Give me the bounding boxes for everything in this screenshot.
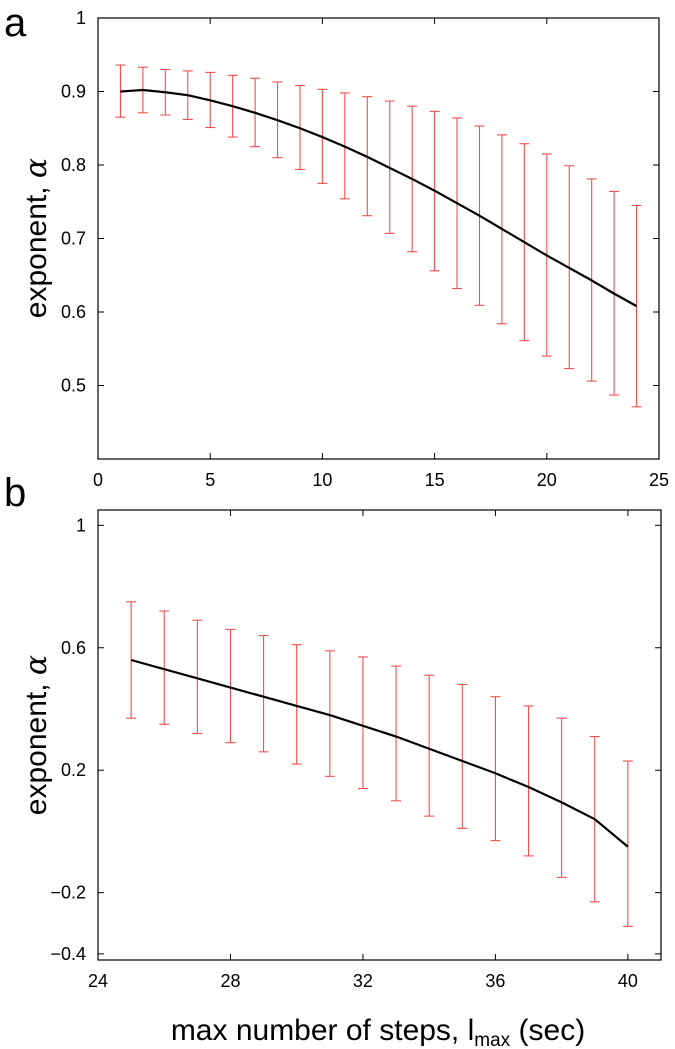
panel-b-error-bar <box>622 760 633 927</box>
panel-b-letter: b <box>4 471 26 515</box>
panel-b-error-bar <box>291 644 302 765</box>
panel-b-error-bar <box>490 696 501 842</box>
panel-a-axes-box <box>97 17 660 460</box>
panel-b-error-bar <box>391 665 402 802</box>
panel-b-error-bar <box>324 650 335 777</box>
panel-b-y-tick-label: −0.4 <box>50 944 86 964</box>
panel-b-error-bar <box>424 674 435 817</box>
panel-b-chart: b 24 28 32 36 40−0.4−0.20.20.61 exponent, α … <box>4 471 662 1049</box>
panel-b-error-bar <box>192 619 203 735</box>
panel-b-error-bar <box>556 717 567 878</box>
panel-a-x-tick-label: 5 <box>205 470 215 490</box>
panel-b-axes-box <box>97 509 662 961</box>
panel-b-y-tick-label: −0.2 <box>50 883 86 903</box>
panel-b-y-tick-label: 1 <box>76 515 86 535</box>
panel-b-error-bar <box>523 705 534 857</box>
panel-b-y-axis-label: exponent, α <box>19 655 54 815</box>
panel-b-y-tick-label: 0.2 <box>61 760 86 780</box>
panel-b-y-tick-label: 0.6 <box>61 638 86 658</box>
panel-a-letter: a <box>4 1 27 45</box>
panel-b-error-bar <box>159 610 170 725</box>
panel-a-y-tick-label: 0.6 <box>61 302 86 322</box>
panel-a-x-tick-label: 25 <box>649 470 669 490</box>
panel-b-error-bar <box>258 634 269 753</box>
panel-b-error-bar <box>357 656 368 790</box>
panel-b-series-line <box>130 658 629 848</box>
panel-a-chart: a 0 5 10 15 20 25 0.5 0.6 0.7 0.8 0.9 1 exponent, α <box>4 1 669 490</box>
panel-b-x-tick-label: 40 <box>618 971 638 991</box>
panel-a-x-tick-label: 15 <box>425 470 445 490</box>
panel-b-error-bar <box>126 601 137 719</box>
panel-b-x-axis-label: max number of steps, lmax (sec) <box>171 1014 585 1049</box>
panel-a-y-tick-label: 0.7 <box>61 229 86 249</box>
panel-a-y-tick-label: 0.9 <box>61 82 86 102</box>
panel-b-error-bar <box>225 628 236 744</box>
panel-b-error-bar <box>457 683 468 829</box>
panel-b-x-tick-label: 28 <box>220 971 240 991</box>
panel-a-series-line <box>120 88 638 308</box>
panel-a-y-tick-label: 1 <box>76 8 86 28</box>
panel-b-x-tick-label: 36 <box>485 971 505 991</box>
panel-a-y-tick-label: 0.8 <box>61 155 86 175</box>
panel-a-x-tick-label: 20 <box>537 470 557 490</box>
panel-a-x-tick-label: 10 <box>312 470 332 490</box>
panel-b-x-tick-label: 24 <box>88 971 108 991</box>
panel-b-x-tick-label: 32 <box>353 971 373 991</box>
panel-a-x-tick-label: 0 <box>93 470 103 490</box>
panel-a-y-tick-label: 0.5 <box>61 376 86 396</box>
panel-a-y-axis-label: exponent, α <box>19 158 54 318</box>
